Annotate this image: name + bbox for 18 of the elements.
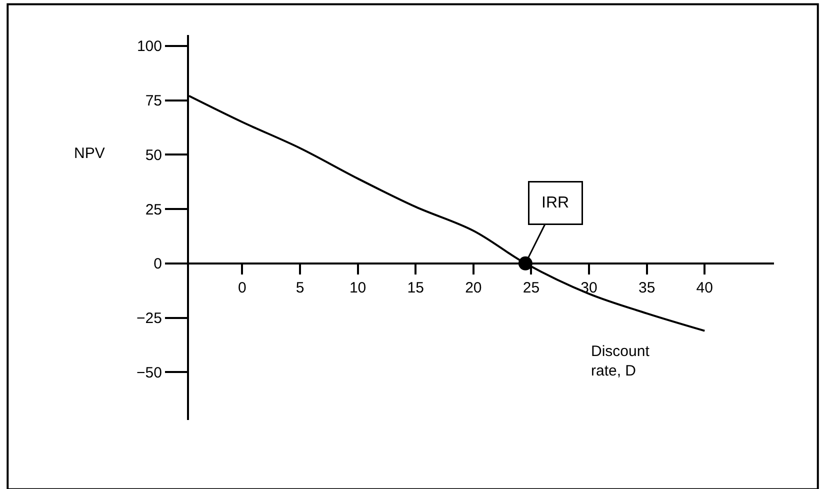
y-tick-label: −25	[136, 310, 162, 328]
y-tick-label: −50	[136, 364, 162, 382]
x-tick-label: 20	[465, 279, 482, 296]
x-tick-label: 40	[696, 279, 713, 296]
y-tick-label: 25	[145, 201, 162, 218]
annotation: IRR	[542, 194, 570, 212]
y-tick-label: 100	[136, 38, 162, 56]
y-axis-title: NPV	[74, 145, 105, 162]
y-tick-label: 50	[145, 146, 162, 164]
x-tick-label: 0	[238, 279, 246, 296]
x-tick-label: 10	[349, 279, 366, 296]
x-axis-title: Discount rate, D	[591, 343, 650, 380]
y-tick-label: 0	[154, 256, 162, 273]
x-tick-label: 35	[638, 279, 656, 296]
y-tick-label: 75	[145, 92, 162, 110]
x-tick-label: 5	[296, 279, 304, 296]
x-tick-label: 25	[522, 279, 540, 296]
x-tick-label: 15	[407, 279, 424, 296]
